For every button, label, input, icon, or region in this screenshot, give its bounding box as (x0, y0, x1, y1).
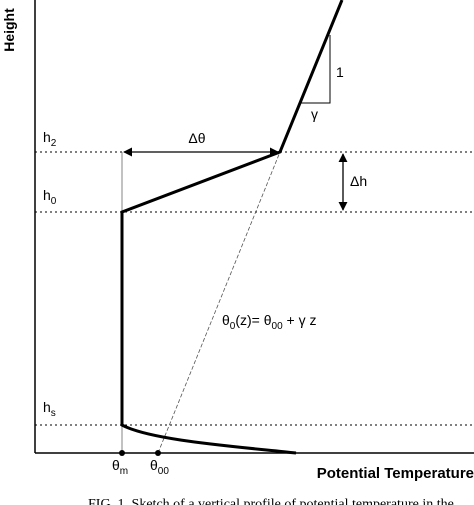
label-sub: 2 (51, 138, 57, 149)
label-base: h (43, 187, 51, 203)
slope-run: γ (311, 106, 318, 122)
axis-point (119, 450, 125, 456)
profile (120, 0, 344, 455)
label-base: h (43, 399, 51, 415)
formula-sub: 00 (272, 321, 284, 332)
formula-part: + γ z (283, 312, 317, 328)
label-base: θ (112, 457, 120, 473)
label-base: h (43, 129, 51, 145)
level-label: h0 (43, 187, 57, 207)
formula-part: θ (222, 312, 230, 328)
formula-sub: 0 (230, 321, 236, 332)
level-label: hs (43, 399, 56, 419)
label-sub: s (51, 408, 56, 419)
formula: θ0(z)= θ00 + γ z (222, 312, 317, 332)
x-mark-label: θm (112, 457, 128, 477)
delta-theta-label: Δθ (188, 130, 205, 146)
x-mark-label: θ00 (150, 457, 169, 477)
label-sub: 0 (51, 196, 57, 207)
slope-rise: 1 (336, 64, 344, 80)
slope-triangle (300, 35, 331, 104)
label-base: θ (150, 457, 158, 473)
formula-part: (z)= θ (235, 312, 271, 328)
level-label: h2 (43, 129, 57, 149)
delta-h-label: Δh (350, 173, 367, 189)
label-sub: m (120, 466, 128, 477)
y-axis-label: Height (1, 8, 17, 52)
caption: FIG. 1. Sketch of a vertical profile of … (88, 497, 454, 505)
extension-line (157, 151, 281, 454)
axis-point (155, 450, 161, 456)
label-sub: 00 (158, 466, 170, 477)
x-axis-label: Potential Temperature (317, 465, 474, 482)
